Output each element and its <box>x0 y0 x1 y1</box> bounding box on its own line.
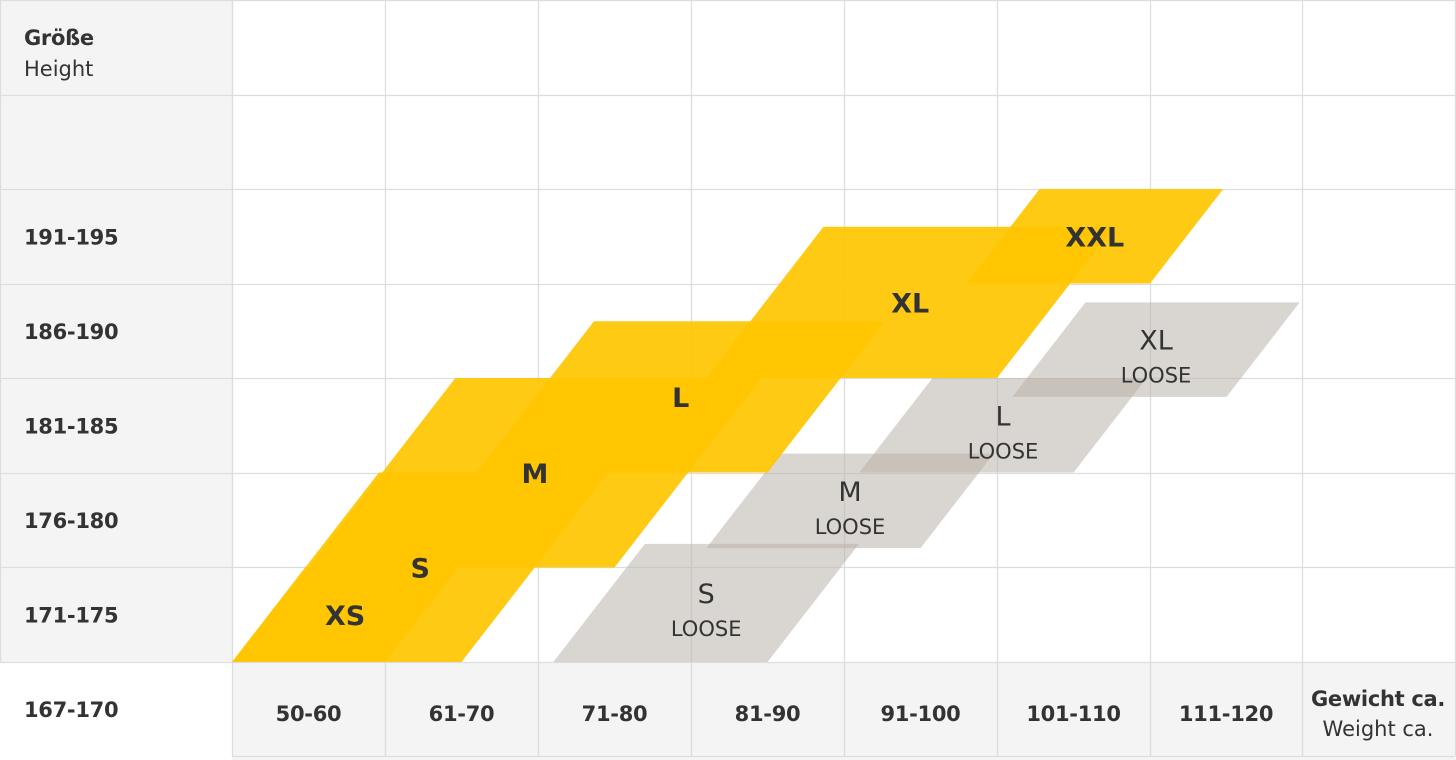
size-label-xxl: XXL <box>1065 222 1124 253</box>
size-variant-label: LOOSE <box>815 515 886 539</box>
size-regions <box>232 189 1300 662</box>
x-header-secondary: Weight ca. <box>1323 717 1434 741</box>
height-row-label: 191-195 <box>24 226 118 250</box>
y-header-primary: Größe <box>24 26 94 50</box>
height-row-label: 176-180 <box>24 509 118 533</box>
size-region-l-loose <box>859 378 1147 473</box>
weight-column-label: 61-70 <box>429 702 495 726</box>
size-variant-label: LOOSE <box>1121 364 1192 388</box>
size-label-s: S <box>410 553 429 584</box>
x-header-primary: Gewicht ca. <box>1311 687 1445 711</box>
height-row-label: 171-175 <box>24 604 118 628</box>
weight-column-label: 111-120 <box>1179 702 1273 726</box>
size-variant-label: LOOSE <box>671 617 742 641</box>
weight-column-label: 71-80 <box>582 702 648 726</box>
size-label-m: M <box>521 459 548 490</box>
size-variant-label: LOOSE <box>968 439 1039 463</box>
size-region-xxl <box>966 189 1224 284</box>
size-label-xs: XS <box>325 601 365 632</box>
weight-column-label: 81-90 <box>735 702 801 726</box>
size-label-l: L <box>672 383 689 414</box>
height-row-label: 186-190 <box>24 320 118 344</box>
size-label-xl: XL <box>891 288 929 319</box>
size-label-m-loose: M <box>838 477 861 508</box>
size-region-s-loose <box>553 543 860 662</box>
size-label-xl-loose: XL <box>1139 326 1173 357</box>
y-header-secondary: Height <box>24 57 93 81</box>
weight-column-label: 91-100 <box>881 702 961 726</box>
height-row-label: 181-185 <box>24 415 118 439</box>
height-row-label: 167-170 <box>24 698 118 722</box>
labels: Größe Height Gewicht ca. Weight ca. S LOO… <box>24 26 1445 741</box>
size-region-xl-loose <box>1012 302 1300 397</box>
size-region-m-loose <box>706 453 994 549</box>
weight-column-label: 101-110 <box>1026 702 1120 726</box>
height-header-bg <box>0 0 232 662</box>
size-label-l-loose: L <box>995 401 1010 432</box>
weight-column-label: 50-60 <box>276 702 342 726</box>
size-label-s-loose: S <box>698 579 715 610</box>
